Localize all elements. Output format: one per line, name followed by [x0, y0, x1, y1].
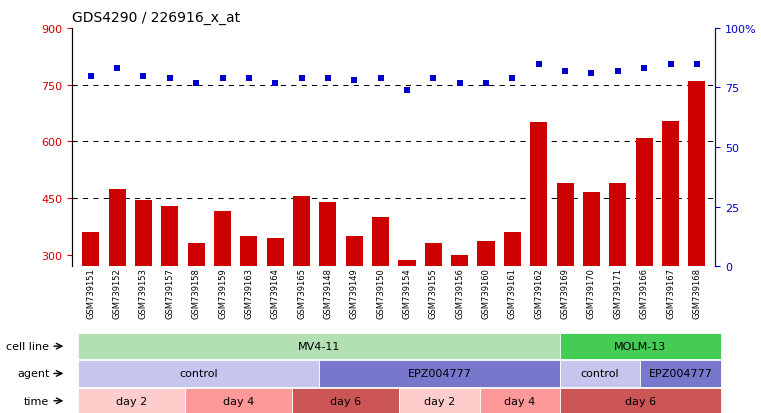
Point	[295, 76, 307, 82]
Point	[691, 61, 703, 68]
Text: MOLM-13: MOLM-13	[614, 341, 667, 351]
Bar	[635, 138, 653, 368]
Bar	[399, 261, 416, 368]
Point	[559, 69, 572, 75]
Point	[138, 73, 150, 80]
Point	[164, 76, 176, 82]
Point	[269, 80, 282, 87]
Point	[585, 71, 597, 77]
Bar	[610, 183, 626, 368]
Bar	[556, 183, 574, 368]
Text: time: time	[24, 396, 49, 406]
Point	[664, 61, 677, 68]
Text: control: control	[581, 368, 619, 379]
Point	[612, 69, 624, 75]
Point	[480, 80, 492, 87]
Bar	[266, 238, 284, 368]
Bar	[583, 193, 600, 368]
Bar	[372, 217, 389, 368]
Text: EPZ004777: EPZ004777	[407, 368, 471, 379]
Bar	[214, 212, 231, 368]
Bar	[135, 200, 152, 368]
Text: EPZ004777: EPZ004777	[648, 368, 712, 379]
Point	[216, 76, 228, 82]
Text: day 2: day 2	[424, 396, 455, 406]
Point	[111, 66, 123, 73]
Point	[506, 76, 518, 82]
Bar	[320, 202, 336, 368]
Bar	[504, 233, 521, 368]
Point	[349, 78, 361, 84]
Bar	[240, 236, 257, 368]
Point	[190, 80, 202, 87]
Bar	[451, 255, 468, 368]
Bar	[530, 123, 547, 368]
Text: day 4: day 4	[504, 396, 536, 406]
Point	[638, 66, 650, 73]
Point	[374, 76, 387, 82]
Bar	[188, 244, 205, 368]
Text: day 6: day 6	[330, 396, 361, 406]
Bar	[109, 189, 126, 368]
Text: day 6: day 6	[625, 396, 656, 406]
Text: MV4-11: MV4-11	[298, 341, 340, 351]
Bar	[82, 233, 99, 368]
Point	[243, 76, 255, 82]
Point	[533, 61, 545, 68]
Text: GDS4290 / 226916_x_at: GDS4290 / 226916_x_at	[72, 11, 240, 25]
Text: day 2: day 2	[116, 396, 147, 406]
Bar	[161, 206, 178, 368]
Text: cell line: cell line	[6, 341, 49, 351]
Bar	[425, 244, 442, 368]
Bar	[662, 121, 679, 368]
Point	[322, 76, 334, 82]
Point	[401, 88, 413, 94]
Text: day 4: day 4	[223, 396, 254, 406]
Text: agent: agent	[17, 368, 49, 379]
Point	[427, 76, 439, 82]
Text: control: control	[179, 368, 218, 379]
Point	[84, 73, 97, 80]
Bar	[477, 242, 495, 368]
Bar	[689, 82, 705, 368]
Bar	[345, 236, 363, 368]
Bar	[293, 197, 310, 368]
Point	[454, 80, 466, 87]
